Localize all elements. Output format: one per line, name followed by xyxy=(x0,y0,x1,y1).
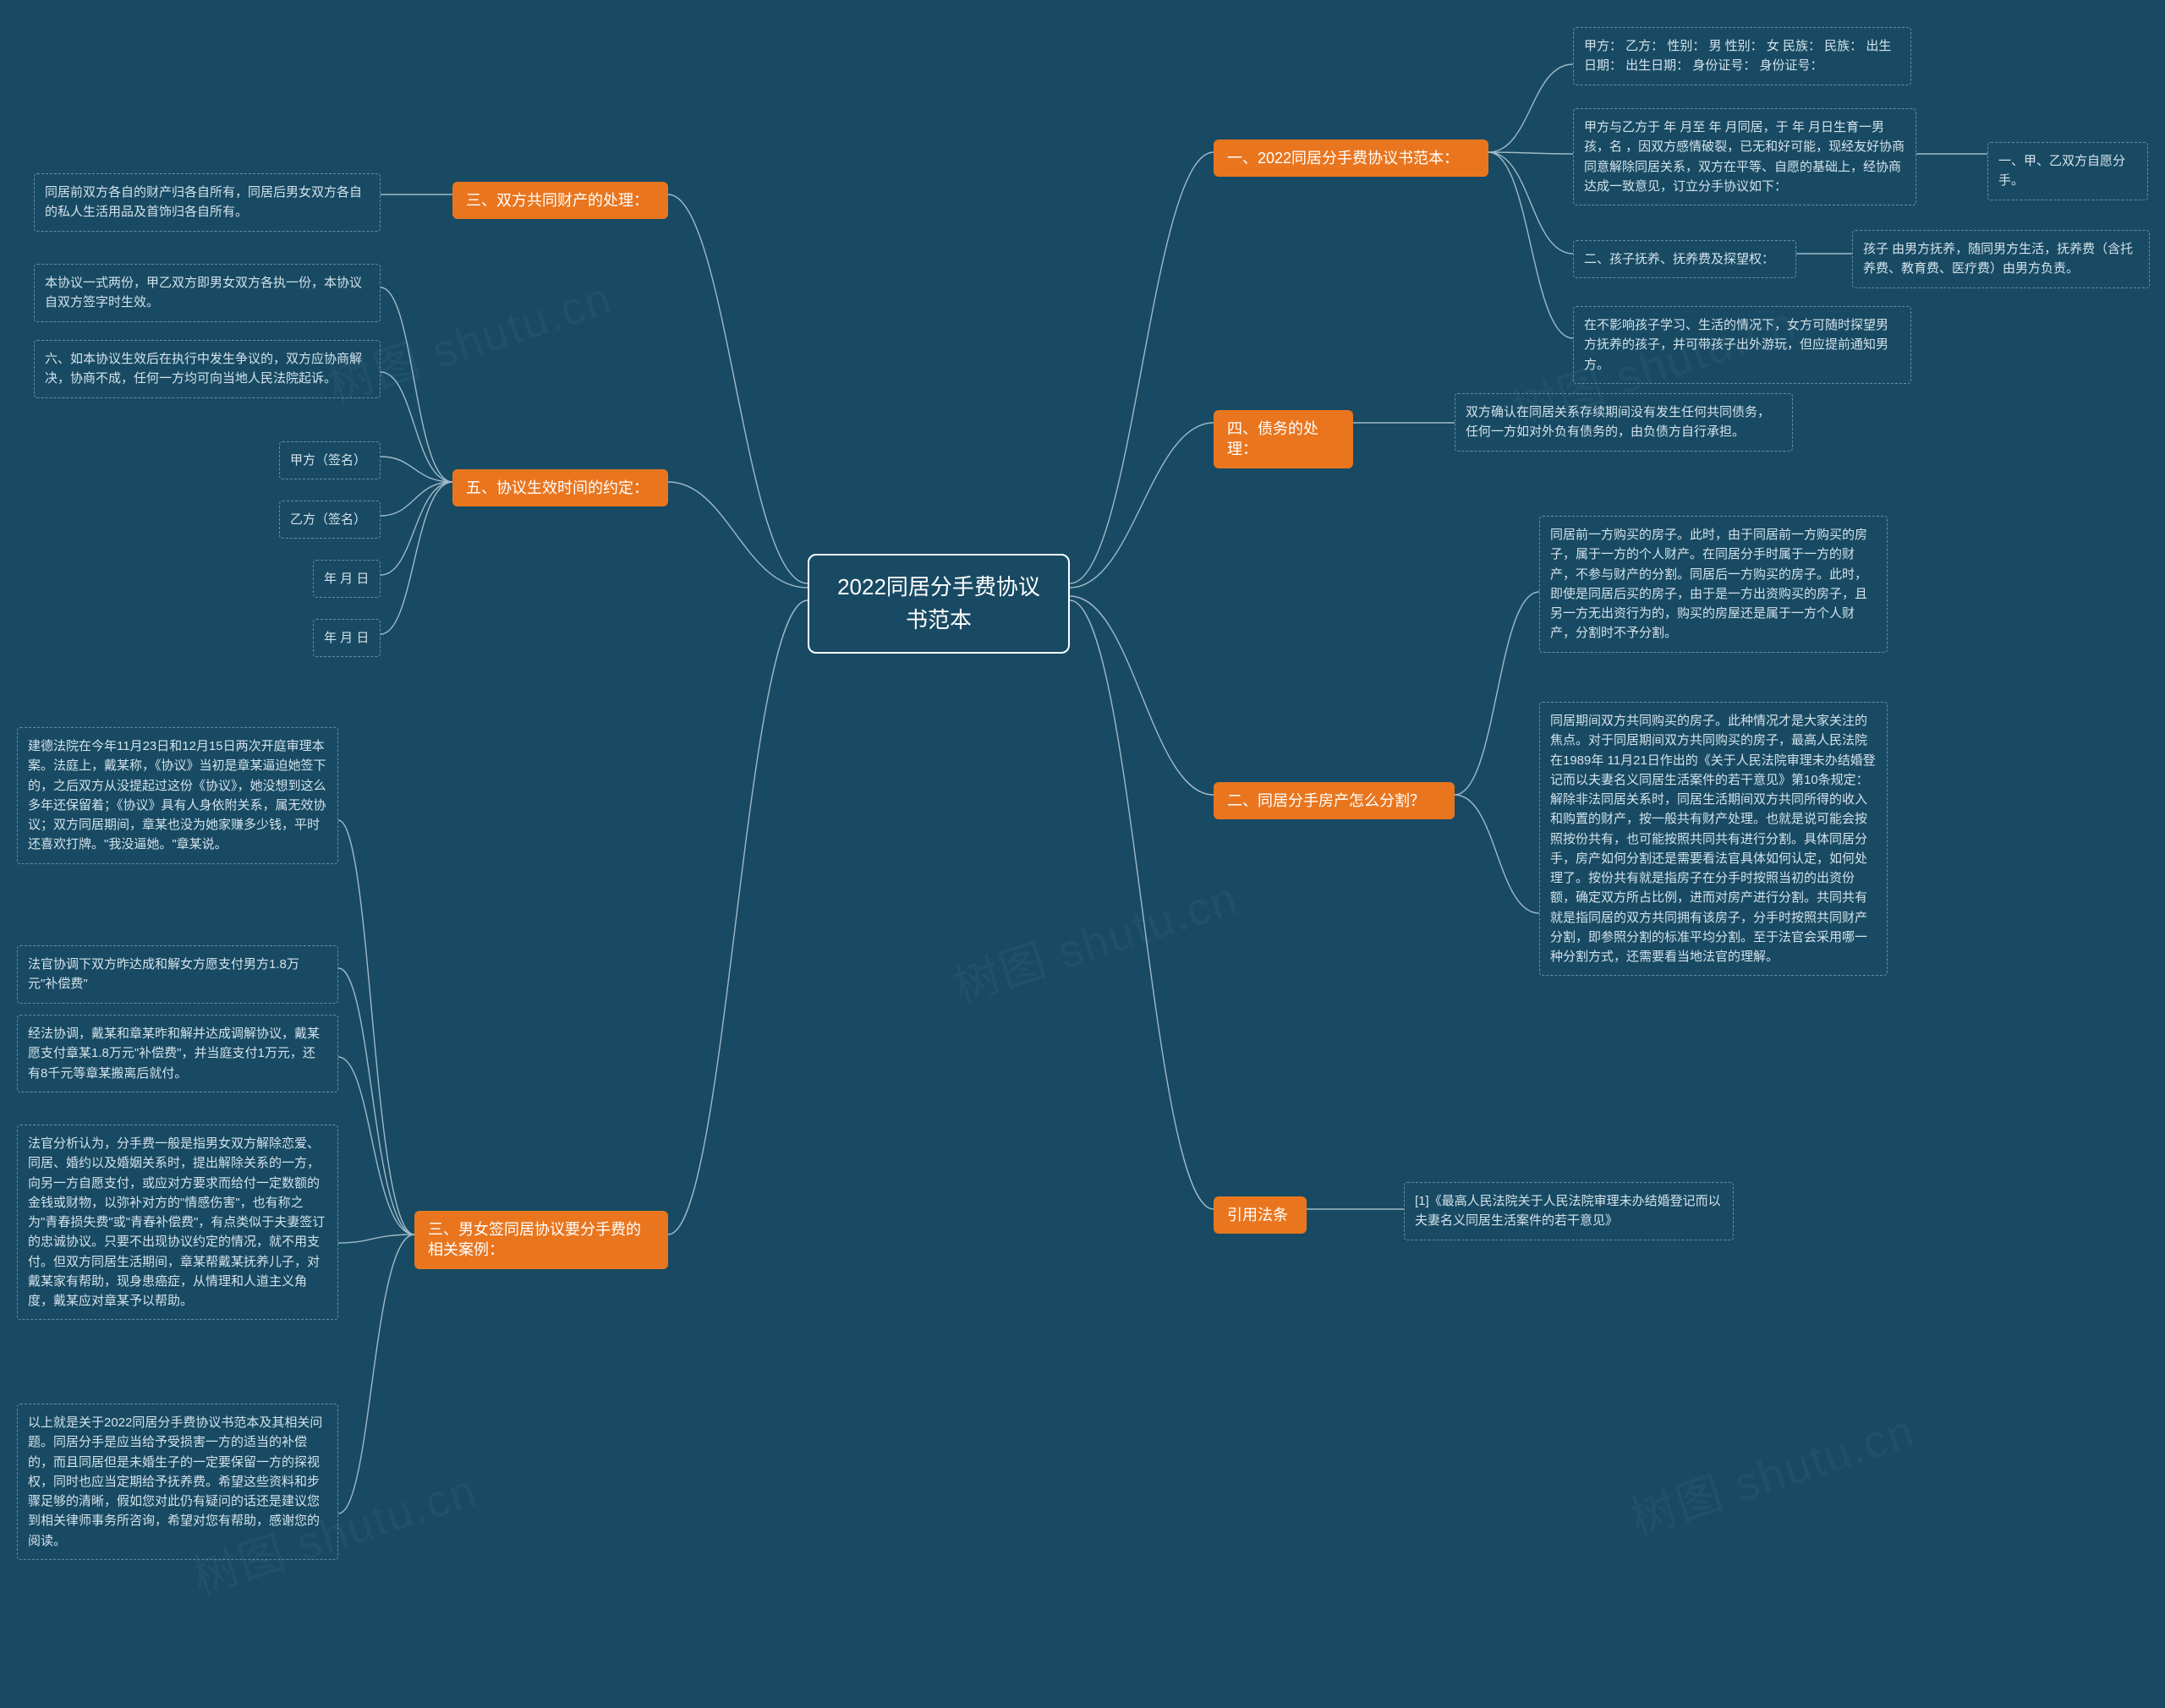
leaf-case-settlement: 经法协调，戴某和章某昨和解并达成调解协议，戴某愿支付章某1.8万元"补偿费"，并… xyxy=(17,1015,338,1092)
leaf-date-2: 年 月 日 xyxy=(313,619,381,657)
branch-debt: 四、债务的处理： xyxy=(1214,410,1353,468)
leaf-dispute: 六、如本协议生效后在执行中发生争议的，双方应协商解决，协商不成，任何一方均可向当… xyxy=(34,340,381,398)
branch-agreement-template: 一、2022同居分手费协议书范本： xyxy=(1214,140,1488,177)
leaf-parties: 甲方： 乙方： 性别： 男 性别： 女 民族： 民族： 出生日期： 出生日期： … xyxy=(1573,27,1911,85)
leaf-debt-detail: 双方确认在同居关系存续期间没有发生任何共同债务，任何一方如对外负有债务的，由负债… xyxy=(1455,393,1793,452)
branch-effective-date: 五、协议生效时间的约定： xyxy=(452,469,668,506)
leaf-joint-property-detail: 同居前双方各自的财产归各自所有，同居后男女双方各自的私人生活用品及首饰归各自所有… xyxy=(34,173,381,232)
branch-joint-property: 三、双方共同财产的处理： xyxy=(452,182,668,219)
branch-property-split: 二、同居分手房产怎么分割？ xyxy=(1214,782,1455,819)
leaf-party-b-sign: 乙方（签名） xyxy=(279,501,381,539)
leaf-case-mediation: 法官协调下双方昨达成和解女方愿支付男方1.8万元"补偿费" xyxy=(17,945,338,1004)
leaf-custody-detail: 孩子 由男方抚养，随同男方生活，抚养费（含托养费、教育费、医疗费）由男方负责。 xyxy=(1852,230,2150,288)
leaf-case-hearing: 建德法院在今年11月23日和12月15日两次开庭审理本案。法庭上，戴某称，《协议… xyxy=(17,727,338,864)
center-node: 2022同居分手费协议书范本 xyxy=(808,554,1070,654)
branch-case-example: 三、男女签同居协议要分手费的相关案例： xyxy=(414,1211,668,1269)
leaf-property-case1: 同居前一方购买的房子。此时，由于同居前一方购买的房子，属于一方的个人财产。在同居… xyxy=(1539,516,1888,653)
watermark: 树图 shutu.cn xyxy=(1620,1393,1921,1548)
leaf-custody-heading: 二、孩子抚养、抚养费及探望权： xyxy=(1573,240,1796,278)
leaf-party-a-sign: 甲方（签名） xyxy=(279,441,381,479)
leaf-visitation: 在不影响孩子学习、生活的情况下，女方可随时探望男方抚养的孩子，并可带孩子出外游玩… xyxy=(1573,306,1911,384)
leaf-case-analysis: 法官分析认为，分手费一般是指男女双方解除恋爱、同居、婚约以及婚姻关系时，提出解除… xyxy=(17,1125,338,1320)
branch-cited-law: 引用法条 xyxy=(1214,1196,1307,1234)
leaf-voluntary-separation: 一、甲、乙双方自愿分手。 xyxy=(1987,142,2148,200)
leaf-law-citation: [1]《最高人民法院关于人民法院审理未办结婚登记而以夫妻名义同居生活案件的若干意… xyxy=(1404,1182,1734,1240)
leaf-property-case2: 同居期间双方共同购买的房子。此种情况才是大家关注的焦点。对于同居期间双方共同购买… xyxy=(1539,702,1888,976)
leaf-two-copies: 本协议一式两份，甲乙双方即男女双方各执一份，本协议自双方签字时生效。 xyxy=(34,264,381,322)
leaf-date-1: 年 月 日 xyxy=(313,560,381,598)
watermark: 树图 shutu.cn xyxy=(944,861,1245,1015)
leaf-case-conclusion: 以上就是关于2022同居分手费协议书范本及其相关问题。同居分手是应当给予受损害一… xyxy=(17,1404,338,1560)
leaf-background: 甲方与乙方于 年 月至 年 月同居，于 年 月日生育一男孩，名 ，因双方感情破裂… xyxy=(1573,108,1916,205)
